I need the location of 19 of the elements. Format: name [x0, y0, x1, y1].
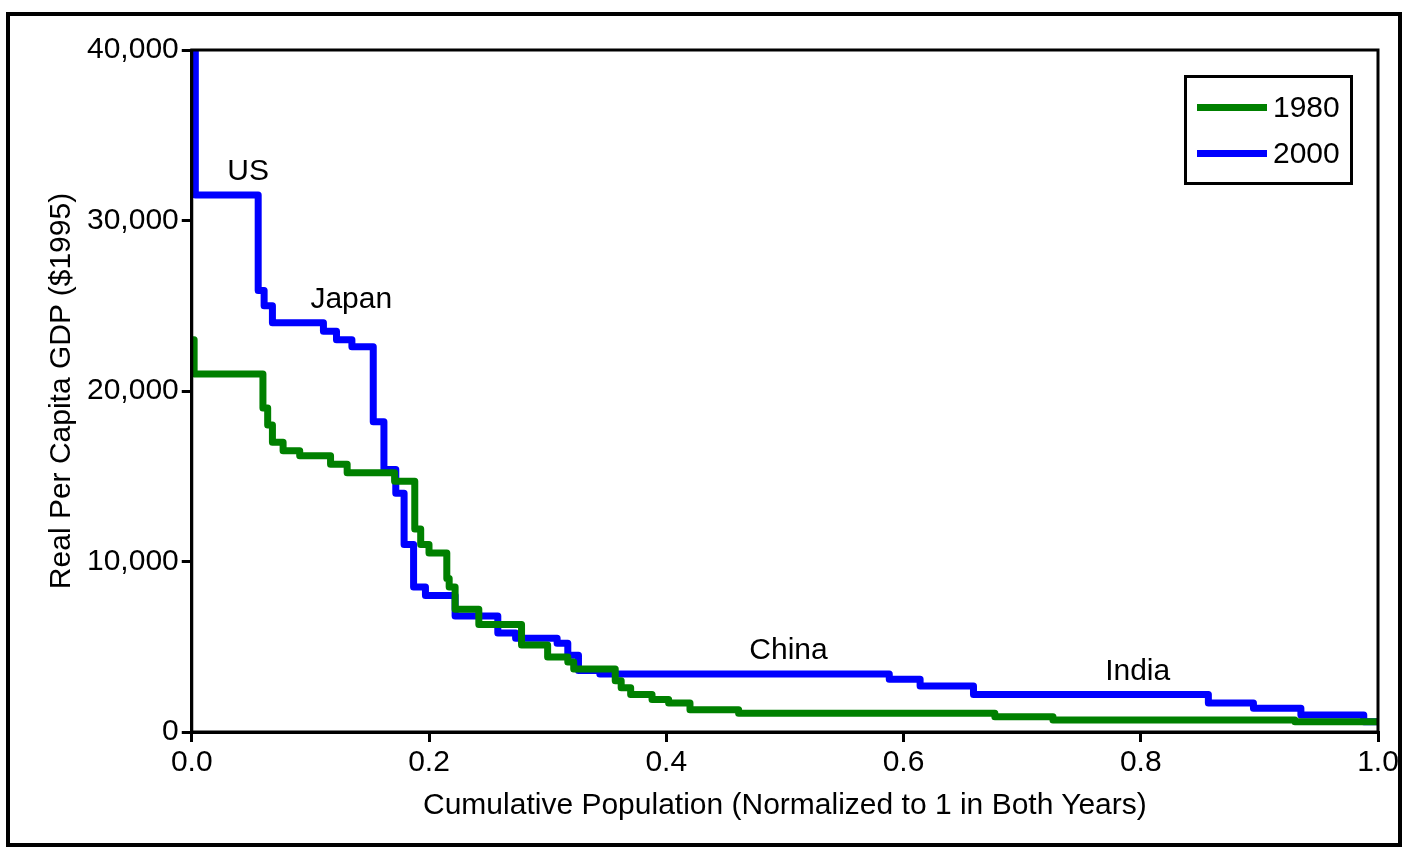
legend-label: 2000 [1273, 135, 1340, 171]
y-tick-label: 20,000 [86, 372, 179, 406]
x-axis-title: Cumulative Population (Normalized to 1 in Both Years) [423, 787, 1147, 821]
y-axis-title: Real Per Capita GDP ($1995) [43, 192, 77, 590]
x-tick-label: 1.0 [1357, 744, 1399, 778]
y-tick-label: 0 [162, 713, 179, 747]
x-tick-label: 0.0 [170, 744, 213, 778]
legend-label: 1980 [1273, 89, 1340, 125]
annotation: US [227, 153, 270, 187]
annotation: India [1105, 652, 1171, 686]
y-tick-label: 30,000 [86, 201, 179, 235]
x-tick-label: 0.6 [882, 744, 925, 778]
annotation: China [749, 632, 828, 666]
x-tick-label: 0.8 [1119, 744, 1162, 778]
y-tick-label: 40,000 [86, 31, 179, 65]
y-tick-label: 10,000 [86, 542, 179, 576]
x-tick-label: 0.2 [408, 744, 450, 778]
x-tick-label: 0.4 [645, 744, 688, 778]
annotation: Japan [310, 281, 393, 315]
